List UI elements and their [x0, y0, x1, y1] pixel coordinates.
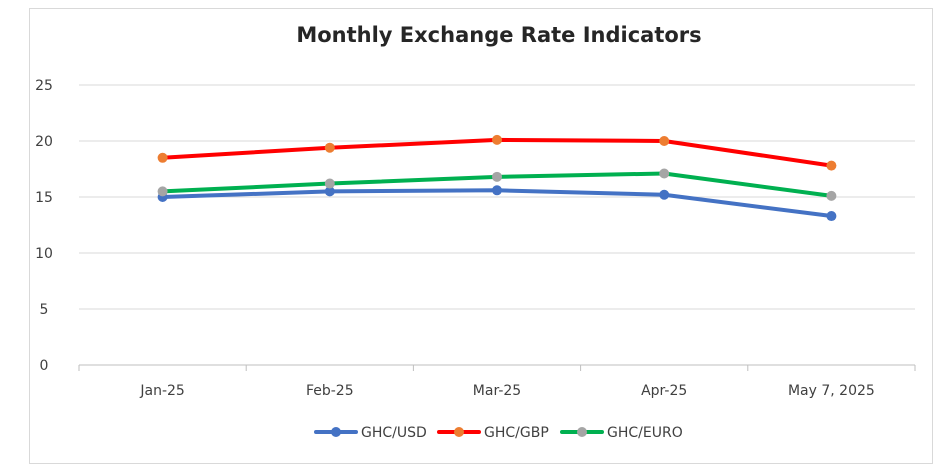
legend-item: GHC/EURO — [560, 425, 683, 441]
x-axis-tick-labels: Jan-25 Feb-25 Mar-25 Apr-25 May 7, 2025 — [139, 383, 874, 399]
series-ghc-gbp — [157, 134, 837, 171]
y-tick-label: 0 — [40, 358, 49, 374]
x-tick-label: May 7, 2025 — [788, 383, 875, 399]
legend-label: GHC/GBP — [484, 425, 549, 441]
data-point — [659, 136, 670, 146]
data-point — [659, 168, 670, 179]
data-point — [324, 178, 335, 189]
data-point — [157, 152, 168, 163]
x-tick-label: Feb-25 — [306, 383, 354, 399]
data-point — [826, 160, 837, 171]
series-ghc-euro — [157, 168, 837, 201]
x-tick-label: Mar-25 — [473, 383, 521, 399]
data-point — [492, 134, 502, 145]
data-point — [324, 142, 335, 153]
data-point — [826, 190, 837, 201]
y-axis-tick-labels: 0 5 10 15 20 25 — [35, 78, 53, 374]
legend-label: GHC/EURO — [607, 425, 683, 441]
y-tick-label: 5 — [40, 302, 49, 318]
legend-marker — [331, 427, 341, 437]
data-point — [324, 186, 335, 197]
gridlines — [78, 84, 916, 371]
chart-frame: Monthly Exchange Rate Indicators 0 5 10 15 2… — [29, 8, 933, 464]
legend-item: GHC/GBP — [437, 425, 549, 441]
data-point — [492, 185, 502, 196]
legend: GHC/USD GHC/GBP GHC/EURO — [314, 425, 683, 441]
legend-label: GHC/USD — [361, 425, 427, 441]
chart-title: Monthly Exchange Rate Indicators — [296, 23, 701, 47]
legend-marker — [577, 427, 587, 437]
series-layer — [157, 134, 837, 222]
legend-marker — [454, 427, 464, 437]
data-point — [826, 211, 837, 222]
legend-item: GHC/USD — [314, 425, 427, 441]
x-tick-label: Apr-25 — [641, 383, 687, 399]
series-ghc-usd — [157, 185, 837, 222]
y-tick-label: 25 — [35, 78, 53, 94]
line-chart: Monthly Exchange Rate Indicators 0 5 10 15 2… — [35, 23, 916, 441]
data-point — [659, 189, 670, 200]
y-tick-label: 20 — [35, 134, 53, 150]
y-tick-label: 10 — [35, 246, 53, 262]
data-point — [492, 171, 502, 182]
data-point — [157, 186, 168, 197]
x-tick-label: Jan-25 — [139, 383, 184, 399]
y-tick-label: 15 — [35, 190, 53, 206]
